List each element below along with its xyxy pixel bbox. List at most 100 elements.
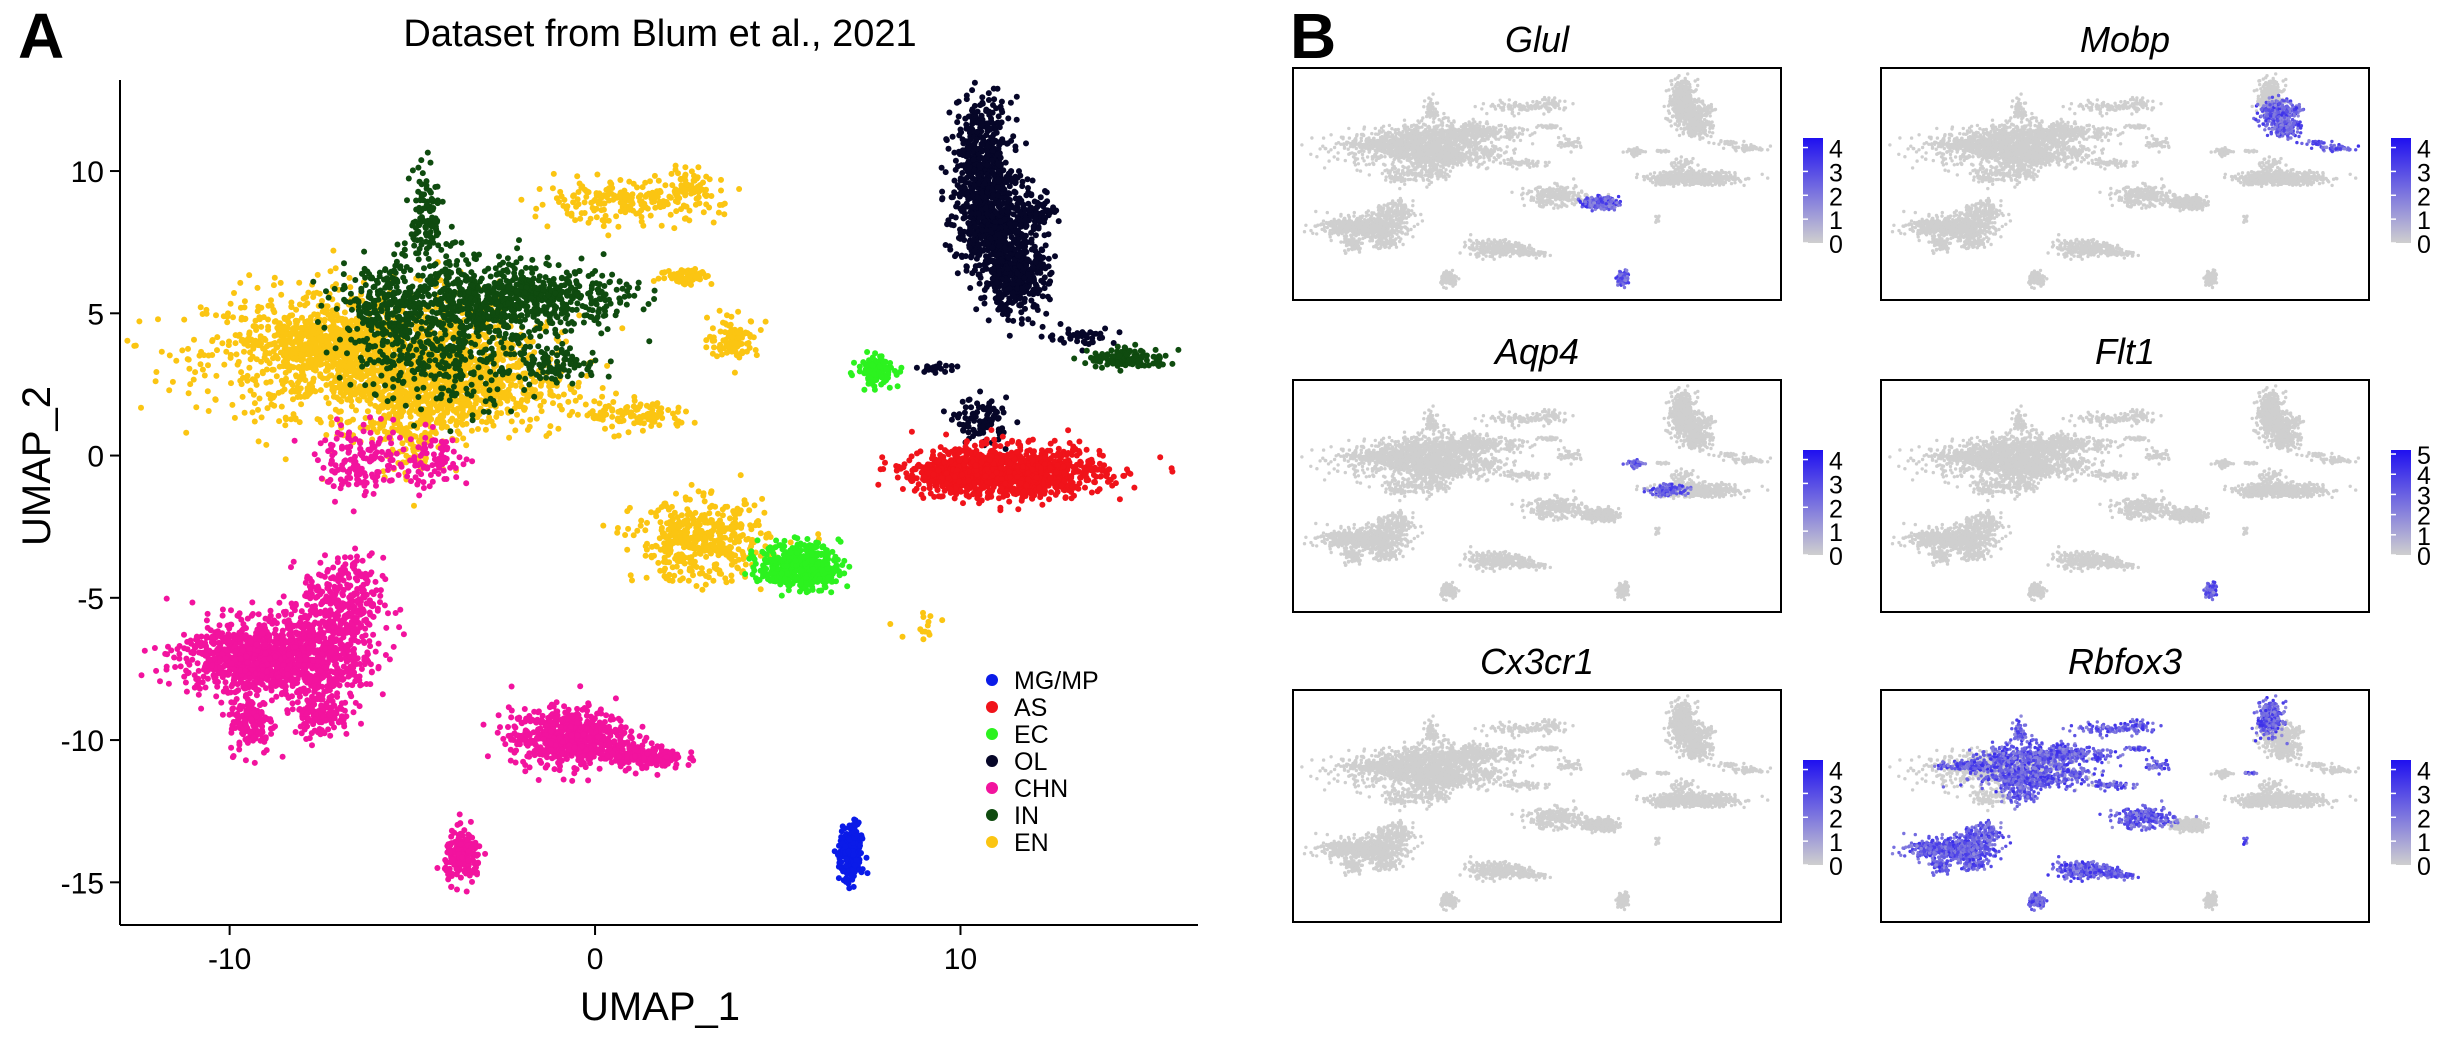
umap-point <box>565 278 572 285</box>
umap-point <box>603 186 610 193</box>
umap-point <box>624 508 631 515</box>
umap-point <box>366 391 373 398</box>
umap-point <box>288 303 295 310</box>
umap-point <box>389 310 396 317</box>
umap-point <box>683 408 689 415</box>
umap-point <box>214 334 221 341</box>
umap-point <box>645 301 652 307</box>
umap-point <box>423 201 430 208</box>
umap-point <box>501 335 508 341</box>
umap-point <box>662 182 669 189</box>
umap-point <box>459 251 466 258</box>
umap-point <box>676 523 683 530</box>
umap-point <box>655 507 662 514</box>
umap-point <box>631 394 638 400</box>
umap-point <box>389 280 396 287</box>
umap-point <box>228 380 234 387</box>
umap-point <box>727 321 734 328</box>
umap-point <box>534 318 541 325</box>
umap-point <box>708 281 715 287</box>
umap-point <box>253 381 260 388</box>
umap-point <box>334 329 341 336</box>
umap-point <box>296 301 303 308</box>
umap-point <box>575 379 582 386</box>
umap-point <box>184 356 191 363</box>
umap-point <box>702 274 709 281</box>
umap-point <box>651 552 657 559</box>
umap-point <box>587 410 594 417</box>
umap-point <box>418 406 425 413</box>
umap-point <box>241 340 248 347</box>
umap-point <box>562 328 569 335</box>
umap-point <box>288 350 295 357</box>
umap-point <box>415 299 422 306</box>
umap-point <box>545 292 552 299</box>
umap-point <box>405 175 412 182</box>
umap-point <box>465 362 472 369</box>
umap-point <box>615 223 622 230</box>
umap-point <box>658 222 665 229</box>
umap-point <box>398 356 404 363</box>
umap-point <box>540 398 547 405</box>
umap-point <box>343 363 349 370</box>
umap-point <box>352 339 359 346</box>
umap-point <box>521 387 528 393</box>
umap-point <box>757 586 764 593</box>
umap-point <box>569 380 576 387</box>
umap-point <box>700 490 707 497</box>
umap-point <box>675 404 682 411</box>
umap-point <box>426 340 433 347</box>
umap-point <box>296 419 303 426</box>
umap-point <box>787 539 794 546</box>
umap-point <box>203 310 210 317</box>
umap-point <box>346 274 353 281</box>
umap-point <box>544 254 551 261</box>
umap-point <box>209 352 216 358</box>
umap-point <box>537 382 544 389</box>
umap-point <box>527 333 534 340</box>
umap-point <box>293 372 299 379</box>
umap-point <box>688 267 695 274</box>
umap-point <box>226 338 232 345</box>
umap-point <box>330 359 337 366</box>
umap-point <box>588 199 595 206</box>
umap-point <box>649 407 656 413</box>
umap-point <box>344 387 350 394</box>
umap-point <box>372 343 379 350</box>
umap-point <box>390 384 397 390</box>
umap-point <box>660 567 667 574</box>
umap-point <box>293 318 300 325</box>
umap-point <box>496 354 503 361</box>
umap-point <box>283 340 290 347</box>
umap-point <box>628 198 635 205</box>
umap-point <box>720 319 726 326</box>
umap-point <box>529 256 536 263</box>
umap-point <box>709 325 716 332</box>
umap-point <box>244 377 251 384</box>
umap-point <box>567 285 574 292</box>
umap-point <box>390 351 397 358</box>
umap-point <box>440 353 447 360</box>
umap-point <box>543 374 550 381</box>
umap-point <box>518 196 525 203</box>
umap-point <box>512 427 519 434</box>
umap-point <box>472 400 479 407</box>
umap-point <box>374 429 381 436</box>
umap-point <box>273 373 280 380</box>
umap-point <box>427 391 434 398</box>
umap-point <box>576 283 583 290</box>
umap-point <box>530 275 537 282</box>
umap-point <box>589 349 596 356</box>
umap-point <box>558 282 565 289</box>
umap-point <box>733 340 740 347</box>
umap-point <box>406 430 413 437</box>
umap-point <box>723 579 730 586</box>
umap-point <box>204 388 211 395</box>
umap-point <box>594 171 601 178</box>
umap-point <box>564 373 571 380</box>
umap-point <box>613 213 620 220</box>
umap-point <box>492 328 499 334</box>
umap-point <box>310 294 317 300</box>
umap-point <box>337 336 343 343</box>
